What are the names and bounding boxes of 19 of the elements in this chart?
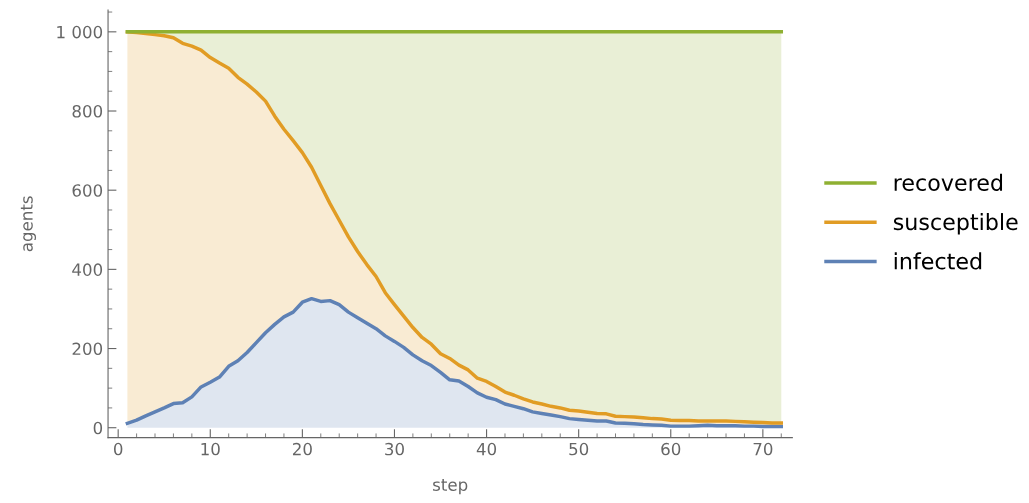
y-tick-label: 600	[72, 184, 103, 197]
x-tick-label: 0	[113, 442, 123, 456]
x-tick-label: 30	[385, 442, 404, 456]
x-axis-title: step	[433, 479, 468, 495]
legend-label: susceptible	[893, 213, 1018, 235]
y-tick-label: 400	[72, 263, 103, 276]
y-tick-label: 0	[93, 421, 103, 435]
y-tick-label: 1 000	[57, 25, 103, 39]
x-tick-label: 50	[569, 442, 589, 456]
x-tick-label: 70	[753, 442, 773, 456]
y-tick-label: 800	[72, 104, 103, 118]
legend-label: recovered	[894, 173, 1003, 191]
legend-label: infected	[894, 252, 982, 270]
x-tick-label: 20	[292, 442, 312, 456]
x-tick-label: 60	[661, 442, 681, 456]
y-tick-label: 200	[72, 342, 103, 356]
x-tick-label: 40	[476, 442, 497, 456]
x-tick-label: 10	[201, 442, 220, 456]
y-axis-title: agents	[20, 196, 37, 252]
